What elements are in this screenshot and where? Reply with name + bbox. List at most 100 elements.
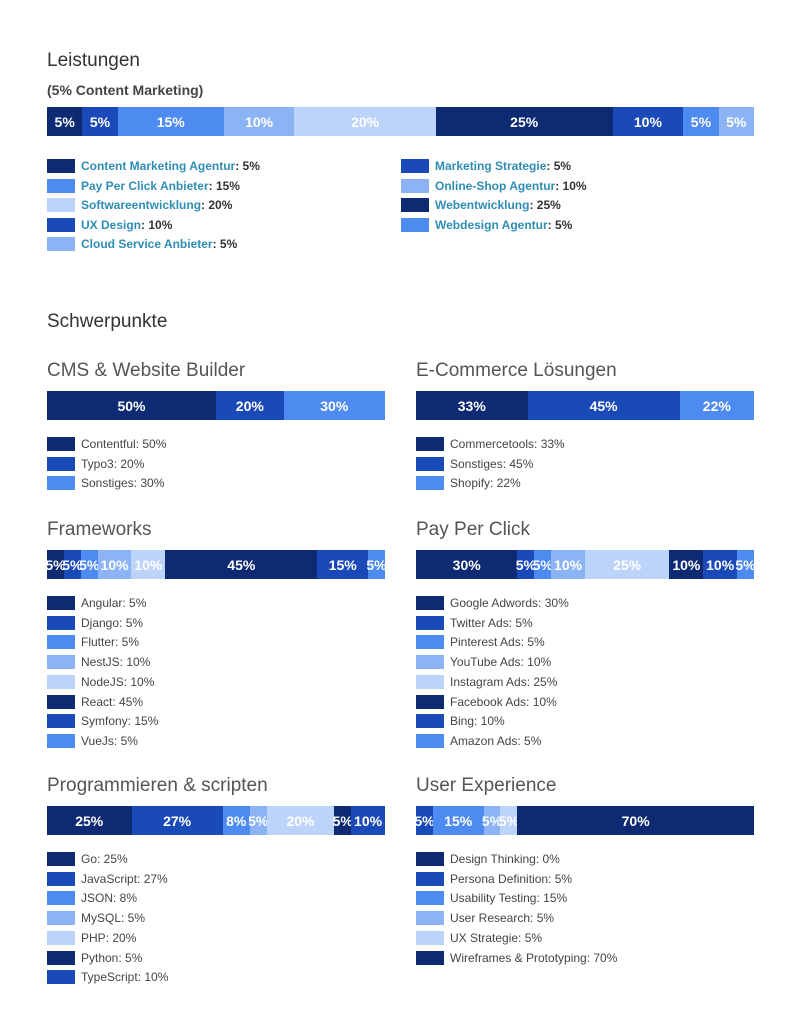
bar-segment: 15% (117, 107, 224, 136)
bar-segment: 8% (222, 806, 250, 835)
legend-label: NodeJS: 10% (81, 674, 155, 689)
chart-title: User Experience (416, 775, 557, 796)
legend-item: Persona Definition: 5% (416, 871, 572, 887)
bar-segment: 5% (366, 550, 385, 579)
legend-item: Flutter: 5% (47, 634, 139, 650)
legend-swatch (416, 930, 444, 945)
legend-value: : 5% (546, 159, 572, 173)
legend-label: Python: 5% (81, 950, 143, 965)
legend-link[interactable]: Pay Per Click Anbieter (81, 178, 209, 193)
legend-label: TypeScript: 10% (81, 970, 169, 985)
legend-item: Webentwicklung: 25% (401, 197, 561, 213)
stacked-bar: 30% 5% 5% 10% 25% 10% 10% 5% (416, 550, 754, 579)
bar-segment: 22% (679, 391, 754, 420)
legend-value: : 20% (201, 198, 233, 212)
legend-item: TypeScript: 10% (47, 969, 168, 985)
legend-value: : 25% (529, 198, 561, 212)
legend-swatch (401, 178, 429, 193)
legend-item: NodeJS: 10% (47, 674, 154, 690)
legend-value: : 10% (555, 178, 587, 193)
legend-label: Facebook Ads: 10% (450, 694, 557, 709)
legend-link[interactable]: Online-Shop Agentur (435, 178, 556, 193)
legend-item: Symfony: 15% (47, 713, 158, 729)
stacked-bar: 25% 27% 8% 5% 20% 5% 10% (47, 806, 385, 835)
bar-segment: 10% (703, 550, 738, 579)
stacked-bar: 33% 45% 22% (416, 391, 754, 420)
legend-swatch (416, 694, 444, 709)
legend-swatch (416, 476, 444, 491)
legend-value: : 5% (212, 237, 238, 251)
bar-segment: 10% (131, 550, 166, 579)
legend-item: Softwareentwicklung: 20% (47, 197, 232, 213)
legend-link[interactable]: Cloud Service Anbieter (81, 237, 213, 251)
legend-swatch (416, 596, 444, 610)
legend-item: Online-Shop Agentur: 10% (401, 178, 587, 194)
legend-label: Sonstiges: 30% (81, 476, 165, 491)
legend-label: User Research: 5% (450, 911, 555, 926)
legend-swatch (416, 911, 444, 926)
legend-value: : 15% (208, 178, 240, 193)
legend-item: Python: 5% (47, 950, 142, 966)
legend-swatch (416, 891, 444, 906)
legend-swatch (47, 891, 75, 906)
bar-segment: 10% (669, 550, 704, 579)
legend-swatch (47, 198, 75, 212)
bar-segment: 5% (499, 806, 519, 835)
legend-swatch (416, 635, 444, 650)
legend-item: React: 45% (47, 694, 143, 710)
bar-segment: 15% (432, 806, 484, 835)
bar-segment: 20% (266, 806, 335, 835)
legend-item: PHP: 20% (47, 930, 136, 946)
legend-link[interactable]: Content Marketing Agentur (81, 159, 236, 173)
legend-link[interactable]: UX Design (81, 217, 142, 232)
legend-swatch (416, 852, 444, 866)
legend-label: Design Thinking: 0% (450, 852, 560, 866)
legend-item: Amazon Ads: 5% (416, 733, 541, 749)
legend-item: Facebook Ads: 10% (416, 694, 557, 710)
bar-segment: 10% (612, 107, 684, 136)
legend-label: Pinterest Ads: 5% (450, 635, 545, 650)
legend-swatch (47, 852, 75, 866)
legend-item: YouTube Ads: 10% (416, 654, 551, 670)
legend-swatch (401, 159, 429, 173)
legend-swatch (47, 655, 75, 670)
bar-segment: 20% (216, 391, 284, 420)
legend-swatch (47, 733, 75, 748)
legend-item: Pay Per Click Anbieter: 15% (47, 178, 240, 194)
legend-swatch (47, 437, 75, 451)
legend-item: Wireframes & Prototyping: 70% (416, 950, 617, 966)
bar-segment: 5% (482, 806, 502, 835)
legend-label: Twitter Ads: 5% (450, 615, 533, 630)
chart-title: Frameworks (47, 519, 152, 540)
bar-segment: 5% (416, 806, 435, 835)
legend-swatch (47, 694, 75, 709)
legend-item: Marketing Strategie: 5% (401, 158, 571, 174)
legend-item: Sonstiges: 45% (416, 456, 533, 472)
legend-item: Content Marketing Agentur: 5% (47, 158, 260, 174)
legend-swatch (416, 456, 444, 471)
chart-title: E-Commerce Lösungen (416, 360, 617, 381)
legend-swatch (416, 674, 444, 689)
legend-swatch (401, 217, 429, 232)
schwerpunkte-heading: Schwerpunkte (47, 311, 168, 332)
legend-swatch (416, 733, 444, 748)
legend-label: Symfony: 15% (81, 714, 159, 729)
legend-swatch (47, 911, 75, 926)
legend-link[interactable]: Webentwicklung (435, 198, 530, 212)
bar-segment: 5% (735, 550, 754, 579)
legend-link[interactable]: Softwareentwicklung (81, 198, 202, 212)
bar-segment: 33% (416, 391, 528, 420)
bar-segment: 25% (584, 550, 670, 579)
legend-link[interactable]: Webdesign Agentur (435, 217, 548, 232)
legend-swatch (47, 237, 75, 251)
legend-link[interactable]: Marketing Strategie (435, 159, 547, 173)
legend-value: : 5% (235, 159, 260, 173)
legend-label: Amazon Ads: 5% (450, 733, 542, 748)
legend-item: Google Adwords: 30% (416, 595, 569, 611)
legend-item: MySQL: 5% (47, 910, 145, 926)
leistungen-subheading: (5% Content Marketing) (47, 82, 204, 98)
legend-swatch (401, 198, 429, 212)
legend-item: Go: 25% (47, 851, 128, 867)
legend-label: Commercetools: 33% (450, 437, 565, 451)
legend-label: Contentful: 50% (81, 437, 167, 451)
